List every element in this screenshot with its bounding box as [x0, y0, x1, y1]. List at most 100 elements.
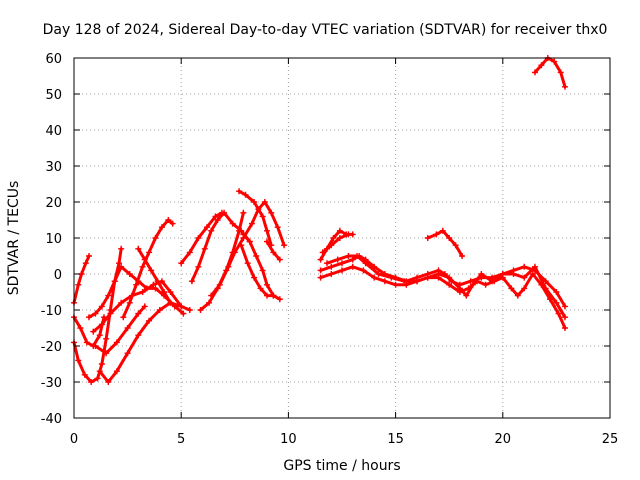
- data-point: [270, 292, 277, 299]
- data-point: [135, 245, 142, 252]
- x-tick-label: 5: [177, 432, 185, 447]
- data-point: [561, 83, 568, 90]
- data-point: [165, 217, 172, 223]
- data-point: [139, 289, 146, 295]
- data-point: [118, 245, 125, 252]
- data-point: [98, 361, 105, 367]
- data-point: [392, 281, 399, 288]
- data-point: [521, 285, 528, 292]
- series-arc-3: [71, 245, 125, 385]
- data-point: [345, 253, 352, 259]
- data-point: [86, 253, 93, 259]
- data-point: [103, 350, 110, 357]
- y-tick-label: 0: [54, 268, 62, 283]
- data-point: [531, 263, 538, 270]
- data-point: [446, 235, 453, 241]
- data-point: [276, 296, 283, 303]
- data-point: [244, 260, 251, 267]
- series-arc-17: [263, 238, 283, 263]
- data-point: [167, 299, 174, 306]
- data-point: [274, 224, 281, 231]
- data-point: [557, 69, 564, 76]
- series-arc-5: [90, 278, 193, 335]
- data-point: [197, 307, 204, 313]
- data-point: [253, 253, 260, 259]
- data-point: [169, 220, 176, 227]
- data-point: [96, 332, 103, 339]
- data-point: [186, 307, 193, 313]
- data-point: [206, 299, 213, 306]
- data-point: [259, 267, 266, 274]
- data-point: [77, 325, 84, 331]
- data-point: [135, 332, 142, 339]
- data-point: [105, 292, 112, 299]
- data-point: [116, 260, 123, 267]
- data-point: [141, 256, 148, 263]
- data-point: [90, 328, 97, 335]
- data-point: [354, 253, 361, 259]
- data-point: [225, 263, 232, 270]
- data-point: [75, 357, 82, 364]
- data-point: [339, 260, 345, 267]
- data-point: [188, 278, 195, 285]
- data-point: [111, 278, 118, 285]
- data-point: [92, 310, 99, 317]
- data-point: [263, 227, 270, 234]
- data-point: [161, 289, 168, 295]
- data-point: [126, 299, 133, 306]
- data-point: [152, 285, 159, 292]
- data-point: [126, 271, 133, 277]
- y-tick-label: -10: [41, 304, 62, 319]
- series-arc-12: [197, 209, 247, 313]
- data-point: [424, 274, 431, 281]
- data-point: [141, 303, 148, 310]
- data-point: [195, 263, 202, 270]
- series-arc-16: [238, 242, 277, 299]
- data-point: [542, 285, 549, 292]
- data-point: [360, 267, 367, 274]
- series-arc-7: [92, 303, 148, 357]
- data-point: [323, 260, 330, 267]
- data-point: [349, 231, 356, 238]
- data-point: [328, 271, 335, 277]
- series-line: [98, 301, 183, 384]
- data-point: [229, 220, 236, 227]
- data-point: [514, 292, 521, 299]
- data-point: [270, 249, 277, 256]
- data-point: [96, 368, 103, 375]
- data-point: [103, 335, 110, 342]
- data-point: [173, 303, 180, 310]
- data-point: [208, 227, 215, 234]
- data-point: [424, 235, 431, 241]
- data-point: [107, 310, 114, 317]
- data-point: [257, 285, 264, 292]
- data-point: [381, 278, 388, 285]
- data-point: [510, 271, 517, 277]
- data-point: [263, 281, 270, 288]
- data-point: [561, 325, 568, 331]
- x-axis-label: GPS time / hours: [283, 458, 400, 474]
- data-point: [349, 263, 356, 270]
- data-point: [375, 271, 382, 277]
- data-point: [124, 350, 131, 357]
- data-point: [236, 188, 243, 195]
- data-point: [339, 267, 345, 274]
- data-point: [317, 256, 324, 263]
- data-point: [150, 281, 157, 288]
- data-point: [435, 271, 442, 277]
- data-point: [158, 224, 165, 231]
- data-point: [403, 281, 410, 288]
- data-point: [336, 235, 343, 241]
- data-point: [553, 289, 560, 295]
- y-tick-label: 30: [45, 160, 62, 175]
- data-point: [401, 278, 408, 285]
- data-point: [362, 260, 369, 267]
- data-point: [261, 199, 268, 205]
- data-point: [82, 260, 89, 267]
- series-arc-22: [323, 253, 568, 321]
- series-line: [533, 56, 567, 89]
- series-line: [426, 229, 464, 258]
- data-point: [538, 62, 545, 69]
- data-point: [456, 285, 463, 292]
